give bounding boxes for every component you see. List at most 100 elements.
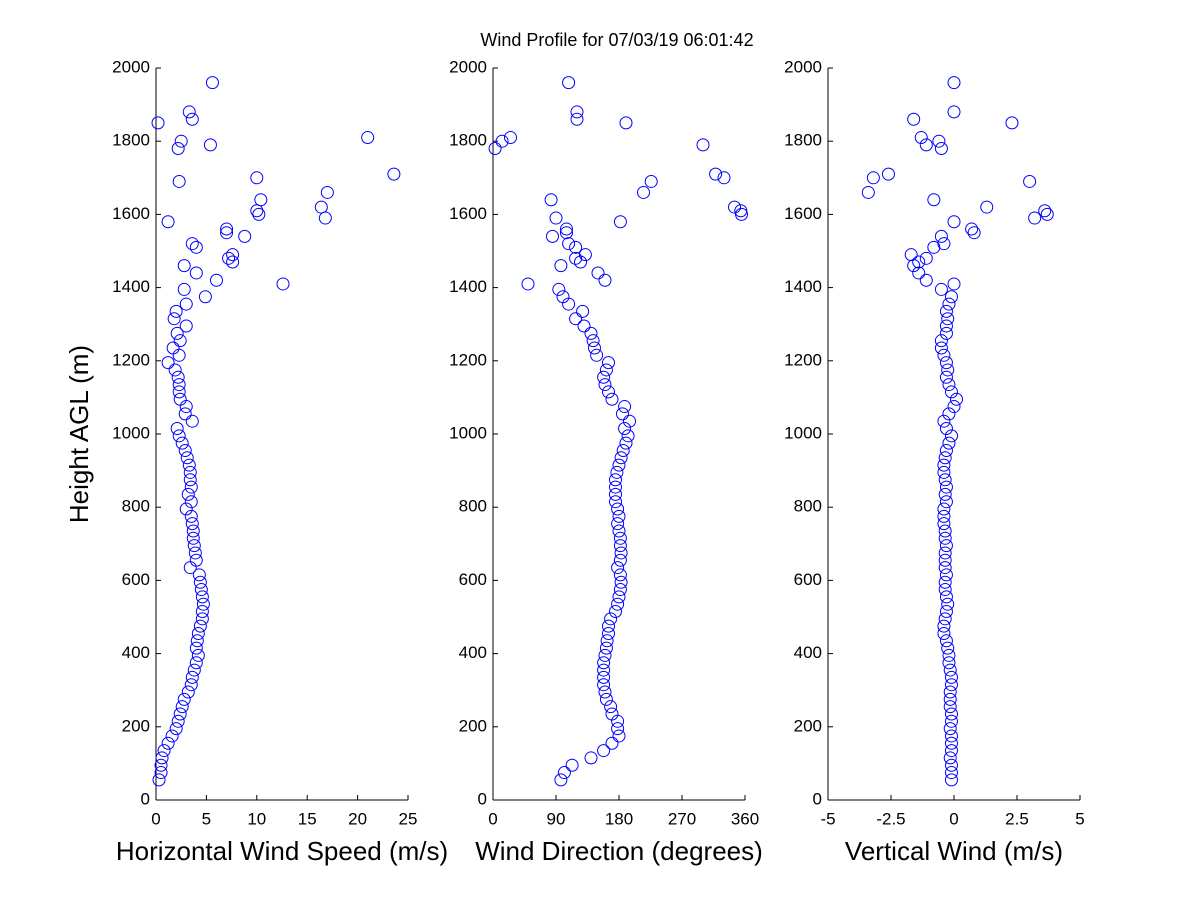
data-point bbox=[947, 400, 961, 414]
data-point bbox=[190, 634, 204, 648]
data-point bbox=[611, 502, 625, 516]
data-point bbox=[939, 356, 953, 370]
data-point bbox=[184, 678, 198, 692]
data-point bbox=[179, 297, 193, 311]
data-point bbox=[938, 546, 952, 560]
data-point bbox=[192, 568, 206, 582]
x-tick-label: 0 bbox=[949, 809, 958, 828]
data-point bbox=[179, 502, 193, 516]
data-point bbox=[560, 222, 573, 236]
data-point bbox=[570, 105, 584, 119]
data-point bbox=[938, 612, 952, 626]
data-point bbox=[609, 495, 622, 509]
data-point bbox=[613, 531, 627, 545]
data-point bbox=[938, 524, 952, 538]
data-point bbox=[616, 443, 630, 457]
data-point bbox=[621, 429, 635, 443]
data-point bbox=[171, 370, 185, 384]
data-point bbox=[597, 656, 611, 670]
data-point bbox=[194, 583, 208, 597]
data-point bbox=[184, 509, 198, 523]
data-point bbox=[939, 319, 953, 333]
data-point bbox=[578, 248, 592, 262]
data-point bbox=[611, 597, 625, 611]
data-point bbox=[939, 634, 953, 648]
x-tick-label: -5 bbox=[820, 809, 835, 828]
data-point bbox=[599, 363, 613, 377]
data-point bbox=[602, 385, 615, 399]
data-point bbox=[605, 736, 619, 750]
data-point bbox=[168, 363, 182, 377]
data-point bbox=[939, 568, 953, 582]
data-point bbox=[173, 707, 187, 721]
y-tick-label: 0 bbox=[478, 789, 487, 808]
data-point bbox=[361, 131, 375, 145]
data-point bbox=[170, 326, 184, 340]
data-point bbox=[941, 641, 955, 655]
x-tick-label: 360 bbox=[731, 809, 759, 828]
data-point bbox=[980, 200, 994, 214]
y-tick-label: 1600 bbox=[449, 204, 487, 223]
data-point bbox=[554, 773, 568, 787]
data-point bbox=[189, 656, 203, 670]
data-point bbox=[944, 729, 958, 743]
data-point bbox=[602, 356, 615, 370]
data-point bbox=[177, 692, 191, 706]
x-tick-label: 0 bbox=[151, 809, 160, 828]
data-point bbox=[605, 707, 619, 721]
x-axis-label: Vertical Wind (m/s) bbox=[845, 836, 1063, 866]
data-point bbox=[937, 509, 951, 523]
data-point bbox=[170, 422, 184, 436]
data-point bbox=[250, 171, 264, 185]
data-point bbox=[167, 312, 181, 326]
data-point bbox=[586, 334, 600, 348]
data-point bbox=[967, 226, 981, 240]
data-point bbox=[189, 553, 203, 567]
data-point bbox=[544, 193, 558, 207]
data-point bbox=[182, 458, 196, 472]
data-point bbox=[387, 167, 401, 181]
data-point bbox=[938, 451, 952, 465]
y-tick-label: 800 bbox=[122, 497, 150, 516]
x-tick-label: 90 bbox=[547, 809, 566, 828]
data-point bbox=[187, 539, 201, 553]
data-point bbox=[183, 465, 197, 479]
data-point bbox=[611, 722, 625, 736]
data-point bbox=[944, 670, 958, 684]
data-point bbox=[939, 326, 953, 340]
data-point bbox=[612, 524, 626, 538]
data-point bbox=[937, 237, 951, 251]
data-point bbox=[602, 626, 615, 640]
data-point bbox=[172, 378, 186, 392]
data-point bbox=[944, 385, 958, 399]
data-point bbox=[728, 200, 741, 214]
y-tick-label: 1400 bbox=[449, 277, 487, 296]
data-point bbox=[939, 539, 953, 553]
data-point bbox=[1028, 211, 1042, 225]
data-point bbox=[184, 480, 198, 494]
data-point bbox=[709, 167, 723, 181]
y-tick-label: 600 bbox=[459, 570, 487, 589]
data-point bbox=[943, 692, 957, 706]
data-point bbox=[612, 729, 626, 743]
x-tick-label: 270 bbox=[668, 809, 696, 828]
data-point bbox=[947, 105, 961, 119]
y-tick-label: 1000 bbox=[449, 423, 487, 442]
data-point bbox=[942, 297, 956, 311]
data-point bbox=[154, 766, 168, 780]
data-point bbox=[183, 473, 197, 487]
data-point bbox=[169, 304, 183, 318]
data-point bbox=[939, 480, 953, 494]
data-point bbox=[611, 561, 625, 575]
y-tick-label: 1400 bbox=[112, 277, 150, 296]
data-point bbox=[613, 583, 627, 597]
data-point bbox=[597, 670, 611, 684]
y-tick-label: 2000 bbox=[112, 57, 150, 76]
data-point bbox=[169, 722, 183, 736]
data-point bbox=[195, 590, 209, 604]
y-tick-label: 1600 bbox=[112, 204, 150, 223]
data-point bbox=[177, 282, 191, 296]
data-point bbox=[904, 248, 918, 262]
data-point bbox=[939, 422, 953, 436]
data-point bbox=[944, 736, 958, 750]
